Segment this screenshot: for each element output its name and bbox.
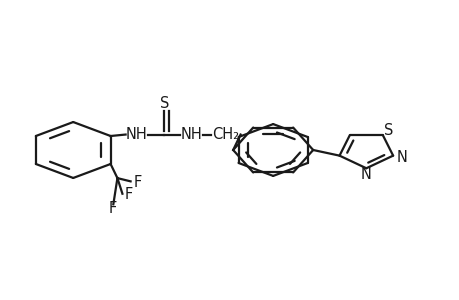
Text: NH: NH	[180, 127, 202, 142]
Text: S: S	[383, 123, 392, 138]
Text: F: F	[134, 175, 142, 190]
Text: F: F	[124, 188, 133, 202]
Text: N: N	[396, 150, 406, 165]
Text: N: N	[360, 167, 371, 182]
Text: CH₂: CH₂	[212, 127, 239, 142]
Text: S: S	[159, 95, 168, 110]
Text: NH: NH	[126, 127, 147, 142]
Text: F: F	[108, 201, 117, 216]
